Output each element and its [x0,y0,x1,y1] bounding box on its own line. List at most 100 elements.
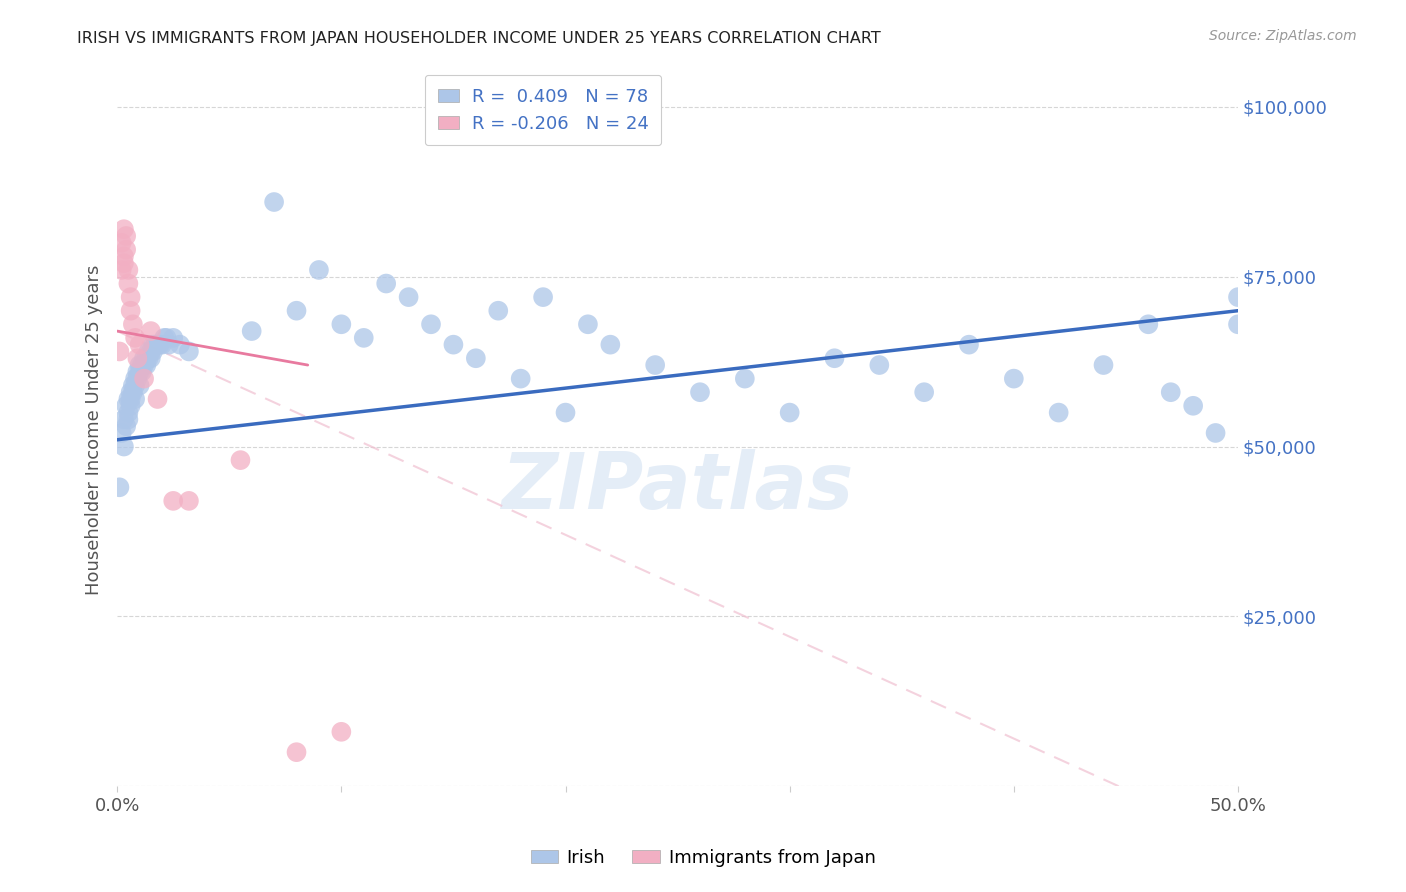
Point [142,337,165,351]
Point [146,392,169,406]
Point [132,351,155,366]
Point [139,344,162,359]
Point [1137,318,1160,332]
Point [122,385,145,400]
Point [131,358,153,372]
Point [112,249,135,263]
Point [486,303,509,318]
Point [689,385,711,400]
Point [824,351,846,366]
Point [112,412,135,426]
Point [122,378,145,392]
Point [135,358,157,372]
Point [122,318,145,332]
Point [112,222,135,236]
Point [330,724,353,739]
Point [1047,406,1070,420]
Point [285,745,308,759]
Point [177,344,200,359]
Point [149,337,172,351]
Point [330,318,353,332]
Point [162,494,184,508]
Point [108,344,131,359]
Legend: R =  0.409   N = 78, R = -0.206   N = 24: R = 0.409 N = 78, R = -0.206 N = 24 [425,75,661,145]
Point [1227,290,1250,304]
Point [111,235,134,250]
Point [111,425,134,440]
Point [779,406,801,420]
Point [229,453,252,467]
Point [117,277,139,291]
Point [117,412,139,426]
Point [132,358,155,372]
Point [398,290,420,304]
Point [150,337,173,351]
Point [117,392,139,406]
Point [115,399,138,413]
Point [127,351,149,366]
Point [139,351,162,366]
Point [375,277,398,291]
Point [1227,318,1250,332]
Point [1160,385,1182,400]
Point [912,385,935,400]
Point [127,365,149,379]
Point [115,229,138,244]
Point [157,337,180,351]
Point [128,365,150,379]
Point [127,371,149,385]
Point [353,331,375,345]
Point [1205,425,1227,440]
Text: IRISH VS IMMIGRANTS FROM JAPAN HOUSEHOLDER INCOME UNDER 25 YEARS CORRELATION CHA: IRISH VS IMMIGRANTS FROM JAPAN HOUSEHOLD… [77,31,882,46]
Text: Source: ZipAtlas.com: Source: ZipAtlas.com [1209,29,1357,43]
Point [531,290,554,304]
Point [464,351,486,366]
Point [240,324,263,338]
Point [420,318,443,332]
Point [599,337,621,351]
Point [138,351,160,366]
Point [124,378,146,392]
Point [263,194,285,209]
Point [153,331,176,345]
Point [139,324,162,338]
Point [128,337,150,351]
Point [177,494,200,508]
Point [131,365,153,379]
Point [124,392,146,406]
Point [120,303,142,318]
Point [135,351,157,366]
Point [285,303,308,318]
Point [644,358,666,372]
Point [509,371,531,385]
Point [155,331,177,345]
Point [308,263,330,277]
Point [108,480,131,494]
Point [112,256,135,270]
Point [117,263,139,277]
Point [128,358,150,372]
Point [1182,399,1205,413]
Point [115,419,138,434]
Point [146,337,169,351]
Point [120,385,142,400]
Point [868,358,890,372]
Point [128,378,150,392]
Point [162,331,184,345]
Point [115,243,138,257]
Point [138,344,160,359]
Point [112,440,135,454]
Point [124,331,146,345]
Y-axis label: Householder Income Under 25 years: Householder Income Under 25 years [86,264,103,595]
Point [143,337,166,351]
Legend: Irish, Immigrants from Japan: Irish, Immigrants from Japan [523,842,883,874]
Point [142,344,165,359]
Point [169,337,191,351]
Point [734,371,756,385]
Point [554,406,576,420]
Point [111,263,134,277]
Point [132,371,155,385]
Point [1002,371,1025,385]
Point [120,290,142,304]
Point [1092,358,1115,372]
